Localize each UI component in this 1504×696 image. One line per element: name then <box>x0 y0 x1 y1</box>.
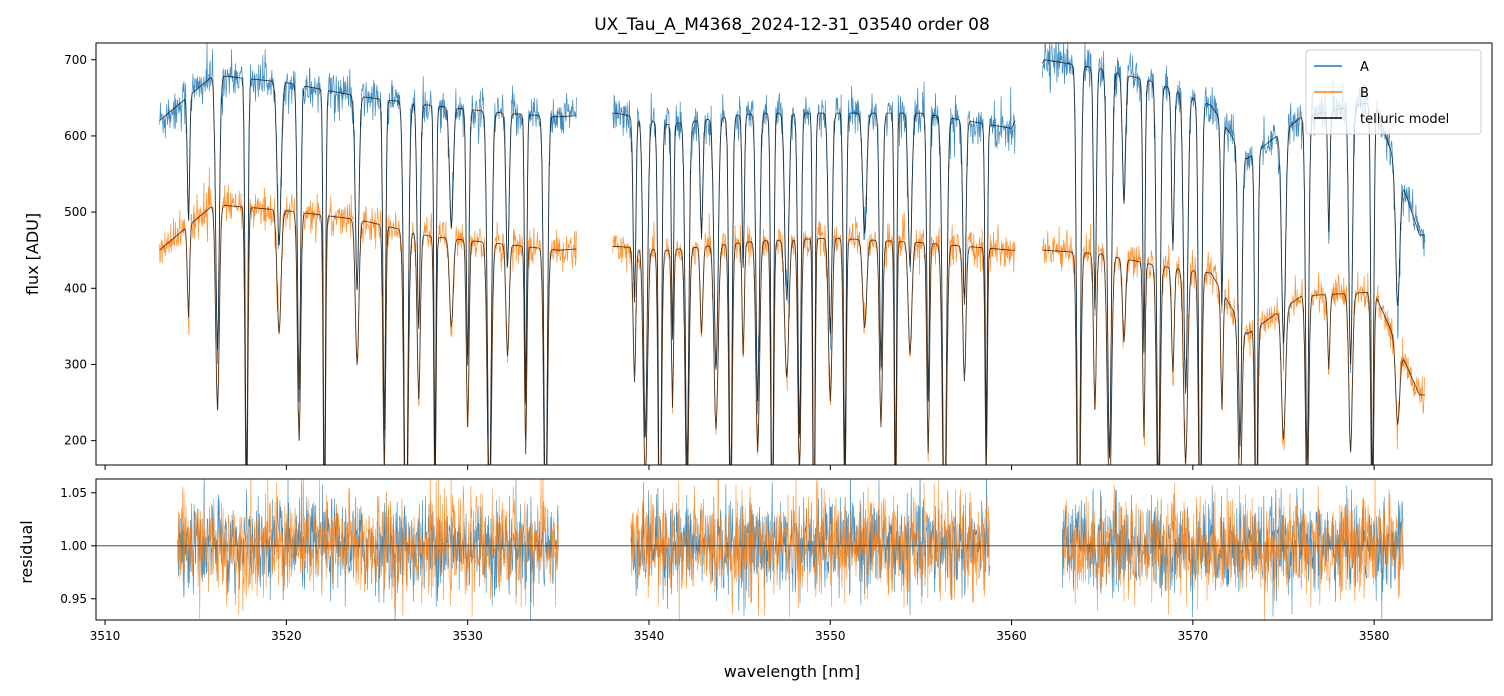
flux-x-ticks <box>104 465 1375 470</box>
legend-label-telluric: telluric model <box>1360 112 1449 127</box>
telluric-model-b-segment-1 <box>612 237 1016 465</box>
flux-axes-frame <box>95 42 1493 466</box>
residual-y-tick-label: 0.95 <box>60 592 87 606</box>
telluric-model-b-segment-2 <box>1042 249 1425 465</box>
residual-axes-frame <box>95 478 1493 621</box>
flux-panel: 200 300 400 500 600 700 flux [ADU] A B tellur… <box>23 42 1493 470</box>
residual-panel: 0.95 1.00 1.05 3510 3520 3530 3540 3550 3560 357… <box>17 478 1493 681</box>
residual-x-ticks: 3510 3520 3530 3540 3550 3560 3570 3580 <box>90 620 1390 643</box>
legend-label-a: A <box>1360 60 1369 75</box>
residual-series-b-segment-1 <box>630 479 991 620</box>
x-tick-label: 3510 <box>90 629 121 643</box>
legend: A B telluric model <box>1305 49 1482 135</box>
residual-series-group <box>177 479 1404 620</box>
flux-plot-area <box>96 43 1492 465</box>
x-tick-label: 3560 <box>996 629 1027 643</box>
flux-y-tick-label: 400 <box>64 281 87 295</box>
x-tick-label: 3580 <box>1359 629 1390 643</box>
residual-y-tick-label: 1.00 <box>60 539 87 553</box>
x-tick-label: 3520 <box>271 629 302 643</box>
flux-y-tick-label: 300 <box>64 357 87 371</box>
x-tick-label: 3550 <box>815 629 846 643</box>
residual-series-b-segment-0 <box>177 479 559 619</box>
residual-y-ticks: 0.95 1.00 1.05 <box>60 486 96 606</box>
x-tick-label: 3530 <box>452 629 483 643</box>
residual-y-axis-label: residual <box>17 520 36 583</box>
residual-y-tick-label: 1.05 <box>60 486 87 500</box>
chart-title: UX_Tau_A_M4368_2024-12-31_03540 order 08 <box>594 15 990 35</box>
flux-series-group <box>159 43 1426 465</box>
flux-y-ticks: 200 300 400 500 600 700 <box>64 53 96 448</box>
flux-y-tick-label: 700 <box>64 53 87 67</box>
flux-y-tick-label: 200 <box>64 434 87 448</box>
residual-series-a-segment-1 <box>630 479 991 617</box>
flux-y-axis-label: flux [ADU] <box>23 213 42 295</box>
x-axis-label: wavelength [nm] <box>724 662 861 681</box>
x-tick-label: 3540 <box>634 629 665 643</box>
telluric-model-b-segment-0 <box>159 204 577 465</box>
telluric-model-a-segment-1 <box>612 112 1016 465</box>
flux-y-tick-label: 500 <box>64 205 87 219</box>
telluric-model-a-segment-0 <box>159 75 577 465</box>
flux-y-tick-label: 600 <box>64 129 87 143</box>
legend-box <box>1305 49 1482 135</box>
x-tick-label: 3570 <box>1178 629 1209 643</box>
legend-label-b: B <box>1360 86 1369 101</box>
